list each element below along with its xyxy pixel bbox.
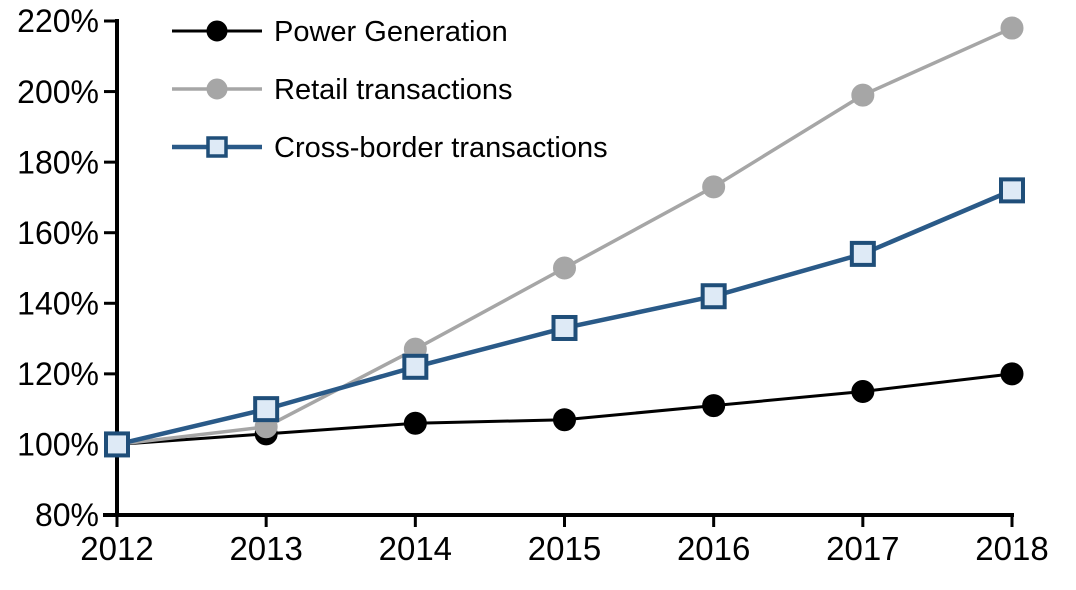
data-point-cross-border-transactions-2014 bbox=[402, 353, 429, 380]
data-point-retail-transactions-2015 bbox=[553, 256, 576, 280]
data-point-retail-transactions-2016 bbox=[702, 175, 726, 199]
x-tick-label: 2015 bbox=[528, 530, 601, 567]
legend-marker-retail-transactions bbox=[206, 78, 228, 100]
y-axis-ticks: 80% 100% 120% 140% 160% 180% 200% 220% bbox=[17, 3, 117, 533]
y-tick-label: 100% bbox=[17, 427, 99, 463]
y-tick-label: 140% bbox=[17, 285, 99, 321]
y-tick-label: 160% bbox=[17, 215, 99, 251]
data-point-power-generation-2017 bbox=[851, 380, 875, 403]
data-point-power-generation-2018 bbox=[1000, 362, 1024, 386]
legend-item-cross-border-transactions: Cross-border transactions bbox=[172, 132, 608, 164]
data-point-cross-border-transactions-2015 bbox=[551, 314, 578, 341]
y-tick-label: 220% bbox=[17, 3, 99, 39]
x-tick-label: 2017 bbox=[826, 530, 899, 567]
x-tick-label: 2012 bbox=[80, 530, 153, 567]
legend-marker-cross-border-transactions bbox=[206, 136, 228, 158]
data-point-power-generation-2015 bbox=[553, 408, 576, 432]
x-tick-label: 2014 bbox=[379, 530, 452, 567]
legend-item-retail-transactions: Retail transactions bbox=[172, 74, 513, 106]
series-power-generation bbox=[105, 362, 1024, 456]
legend-item-power-generation: Power Generation bbox=[172, 16, 508, 48]
data-point-cross-border-transactions-2016 bbox=[700, 283, 727, 310]
x-tick-label: 2013 bbox=[229, 530, 302, 567]
legend-label-cross-border-transactions: Cross-border transactions bbox=[274, 132, 608, 164]
y-tick-label: 80% bbox=[35, 497, 99, 533]
legend: Power Generation Retail transactions Cross… bbox=[172, 16, 608, 164]
data-point-power-generation-2014 bbox=[403, 411, 427, 435]
series-cross-border-transactions bbox=[104, 177, 1025, 458]
y-tick-label: 120% bbox=[17, 356, 99, 392]
legend-label-power-generation: Power Generation bbox=[274, 16, 508, 48]
data-point-power-generation-2016 bbox=[702, 394, 726, 418]
y-tick-label: 200% bbox=[17, 74, 99, 110]
data-point-cross-border-transactions-2012 bbox=[104, 431, 130, 458]
y-tick-label: 180% bbox=[17, 144, 99, 180]
data-point-cross-border-transactions-2018 bbox=[999, 177, 1025, 204]
data-point-retail-transactions-2017 bbox=[851, 83, 875, 107]
data-point-retail-transactions-2018 bbox=[1000, 16, 1024, 40]
x-axis-ticks: 2012 2013 2014 2015 2016 2017 2018 bbox=[80, 515, 1049, 567]
x-tick-label: 2018 bbox=[975, 530, 1048, 567]
x-tick-label: 2016 bbox=[677, 530, 750, 567]
legend-marker-power-generation bbox=[206, 20, 228, 42]
legend-label-retail-transactions: Retail transactions bbox=[274, 74, 513, 106]
data-point-cross-border-transactions-2017 bbox=[849, 240, 876, 267]
data-point-cross-border-transactions-2013 bbox=[253, 396, 280, 423]
